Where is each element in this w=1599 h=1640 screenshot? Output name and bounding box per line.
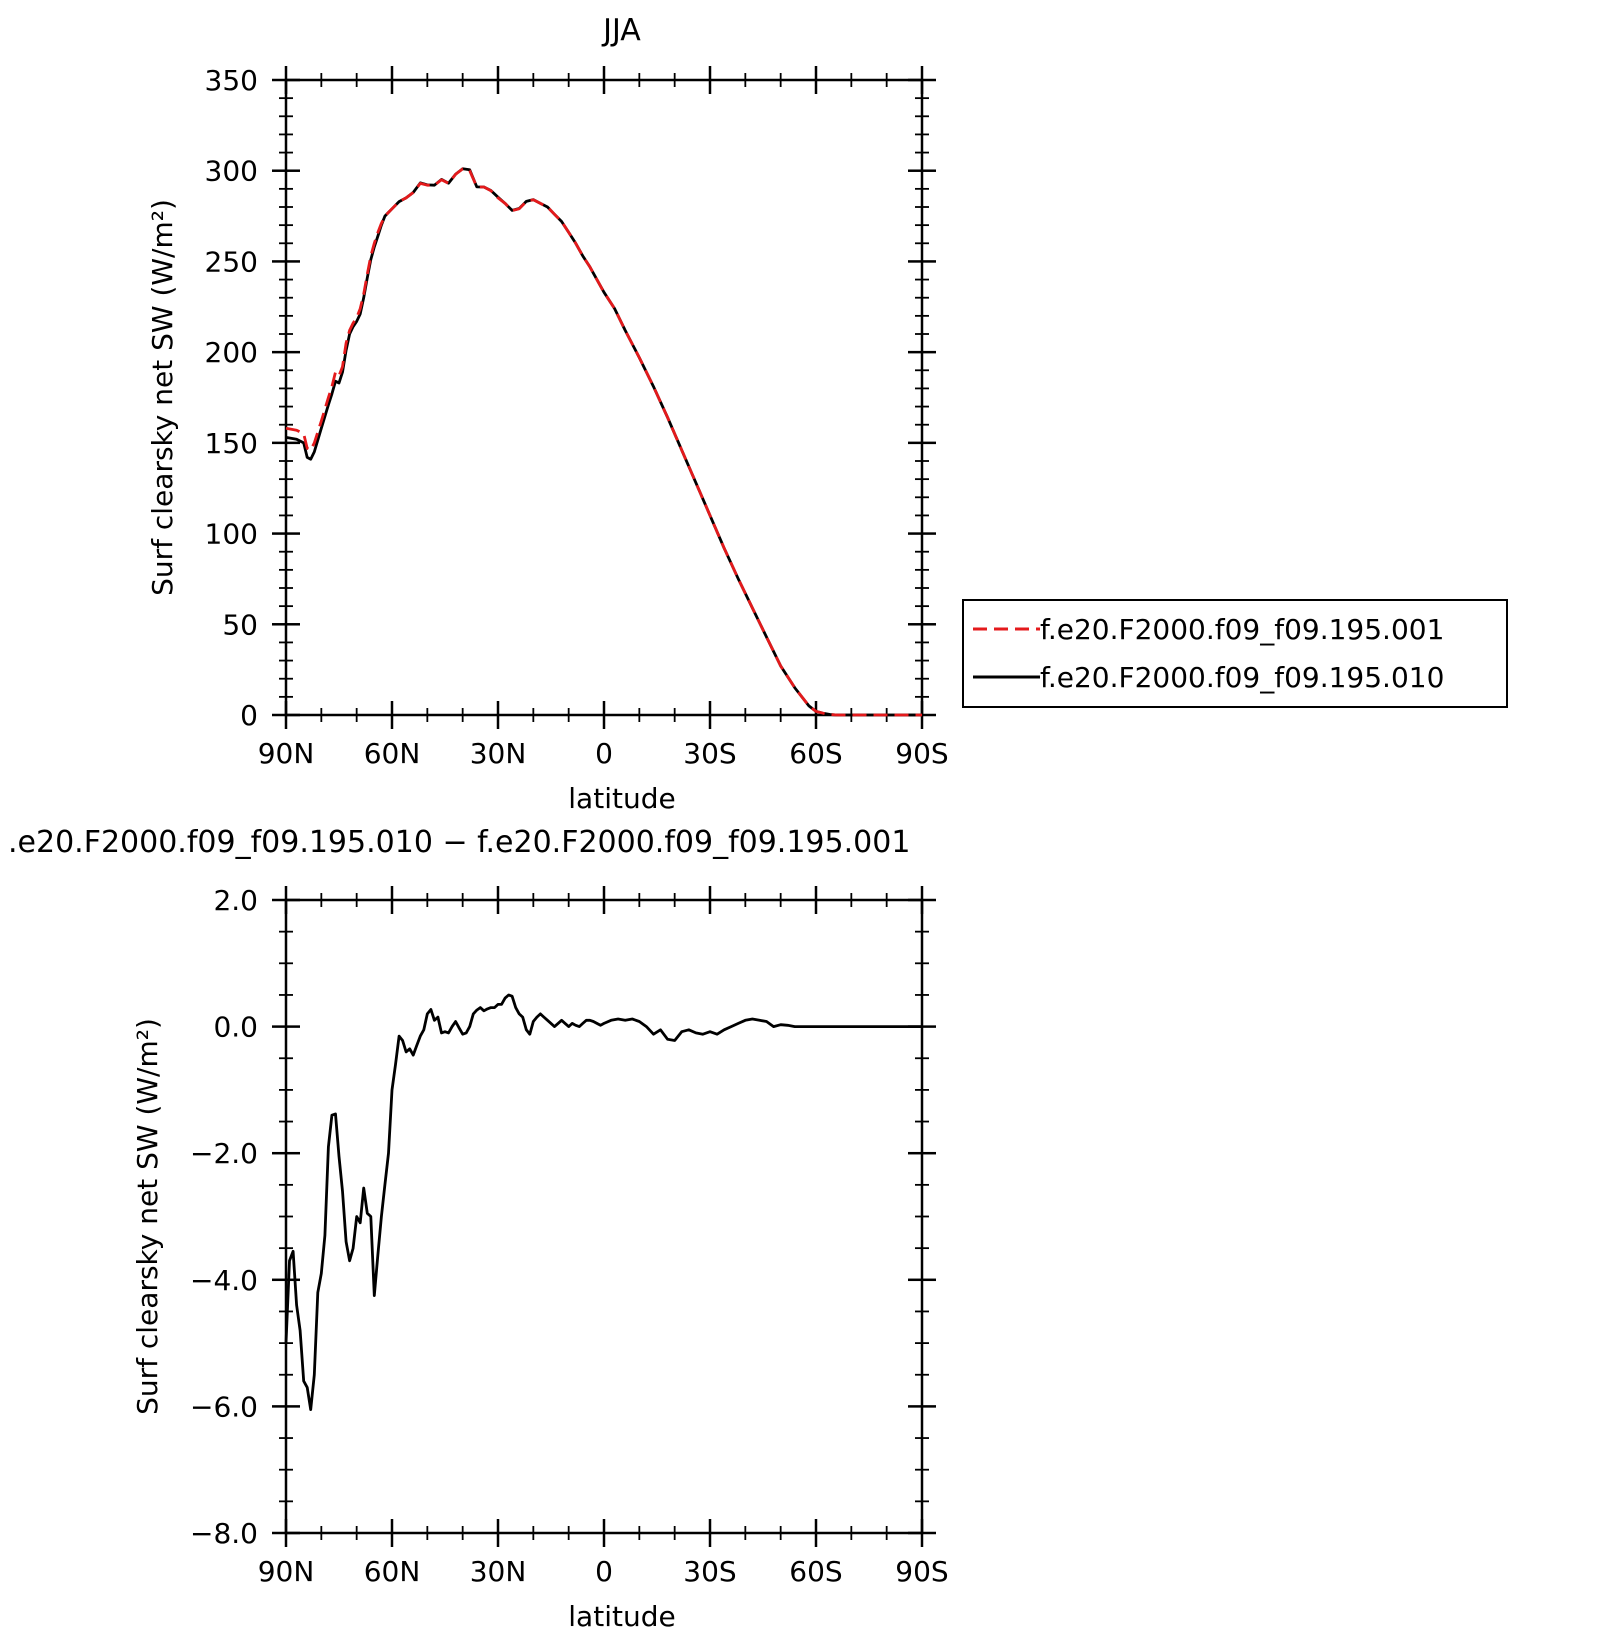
x-tick-label: 30S <box>683 1555 736 1588</box>
plot-frame <box>284 78 924 717</box>
y-tick-label: 200 <box>205 336 258 369</box>
y-tick-label: 2.0 <box>213 884 258 917</box>
y-tick-label: −6.0 <box>190 1390 258 1423</box>
series-line-1 <box>285 167 922 717</box>
y-tick-label: −2.0 <box>190 1137 258 1170</box>
y-tick-label: 150 <box>205 427 258 460</box>
legend: f.e20.F2000.f09_f09.195.001 f.e20.F2000.f… <box>962 599 1508 708</box>
legend-label-2: f.e20.F2000.f09_f09.195.010 <box>1040 661 1444 694</box>
legend-label-1: f.e20.F2000.f09_f09.195.001 <box>1040 613 1444 646</box>
legend-box <box>962 599 1508 708</box>
x-axis-label: latitude <box>568 1600 675 1633</box>
x-tick-label: 90S <box>895 737 948 770</box>
chart-panel-1: JJA 90N 60N 30N 0 30S 60S 90S latitude 0 50 100 150 2… <box>146 13 1508 815</box>
x-tick-label: 0 <box>595 737 613 770</box>
x-tick-label: 60S <box>789 737 842 770</box>
x-tick-label: 90N <box>258 1555 315 1588</box>
x-tick-label: 30S <box>683 737 736 770</box>
x-tick-label: 60N <box>364 737 421 770</box>
y-tick-label: 350 <box>205 64 258 97</box>
x-tick-label: 0 <box>595 1555 613 1588</box>
y-tick-label: −4.0 <box>190 1264 258 1297</box>
series-line-2 <box>285 167 922 717</box>
x-tick-label: 90S <box>895 1555 948 1588</box>
x-tick-label: 60S <box>789 1555 842 1588</box>
y-tick-label: 0.0 <box>213 1011 258 1044</box>
chart-title: JJA <box>601 13 641 48</box>
y-tick-label: 50 <box>222 608 258 641</box>
y-tick-label: 100 <box>205 518 258 551</box>
x-axis-label: latitude <box>568 782 675 815</box>
x-tick-label: 30N <box>470 737 527 770</box>
x-tick-label: 30N <box>470 1555 527 1588</box>
y-tick-label: 0 <box>240 699 258 732</box>
chart-title: .e20.F2000.f09_f09.195.010 − f.e20.F2000… <box>8 825 910 860</box>
y-axis-label: Surf clearsky net SW (W/m²) <box>131 1018 164 1415</box>
series-line-1 <box>284 993 922 1411</box>
x-tick-label: 60N <box>364 1555 421 1588</box>
chart-panel-2: .e20.F2000.f09_f09.195.010 − f.e20.F2000… <box>8 825 949 1633</box>
y-tick-label: −8.0 <box>190 1517 258 1550</box>
y-tick-label: 250 <box>205 245 258 278</box>
y-axis-label: Surf clearsky net SW (W/m²) <box>146 199 179 596</box>
x-tick-label: 90N <box>258 737 315 770</box>
y-tick-label: 300 <box>205 155 258 188</box>
